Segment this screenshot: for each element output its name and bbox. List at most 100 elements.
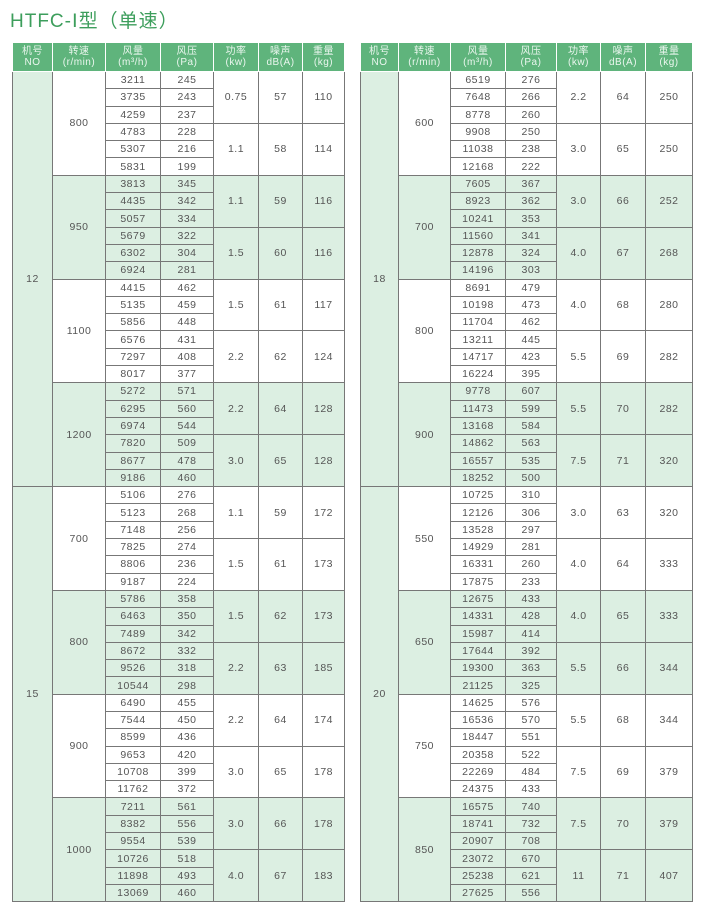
table-row: 23072 670 11 71 407: [361, 849, 693, 903]
table-row: 8599 436: [13, 728, 345, 747]
airflow-cell: 5123: [105, 503, 161, 522]
pressure-cell: 436: [160, 728, 214, 747]
power-cell: 3.0: [213, 745, 259, 799]
table-row: 800 5786 358 1.5 62 173: [13, 589, 345, 695]
speed-cell: 750: [398, 693, 451, 799]
header-weight: 重量 (kg): [645, 42, 693, 72]
airflow-cell: 5106: [105, 486, 161, 505]
pressure-cell: 544: [160, 416, 214, 436]
power-cell: 1.5: [213, 278, 259, 332]
pressure-cell: 670: [505, 849, 557, 868]
airflow-cell: 11473: [450, 399, 506, 418]
header-label-cn: 功率: [225, 46, 247, 57]
weight-cell: 320: [645, 434, 693, 488]
airflow-cell: 8599: [105, 728, 161, 747]
table-row: 13211 445 5.5 69 282: [361, 330, 693, 384]
pressure-cell: 428: [505, 607, 557, 626]
pressure-cell: 420: [160, 745, 214, 764]
power-cell: 5.5: [556, 330, 601, 384]
power-cell: 1.1: [213, 486, 259, 540]
header-label-unit: (kw): [225, 57, 247, 68]
table-row: 16536 570: [361, 710, 693, 730]
header-label-cn: 风量: [467, 46, 489, 57]
pressure-cell: 518: [160, 849, 214, 868]
speed-cell: 950: [52, 174, 106, 280]
airflow-cell: 10726: [105, 849, 161, 868]
header-label-unit: (kg): [659, 57, 679, 68]
header-noise: 噪声 dB(A): [258, 42, 303, 72]
airflow-cell: 5786: [105, 589, 161, 609]
pressure-cell: 484: [505, 762, 557, 782]
table-row: 1200 5272 571 2.2 64 128: [13, 382, 345, 488]
noise-cell: 63: [600, 486, 646, 540]
noise-cell: 57: [258, 71, 303, 124]
table-row: 700 7605 367 3.0 66 252: [361, 174, 693, 280]
pressure-cell: 332: [160, 641, 214, 661]
table-row: 11560 341 4.0 67 268: [361, 226, 693, 280]
pressure-cell: 358: [160, 589, 214, 609]
pressure-cell: 493: [160, 866, 214, 885]
table-row: 8672 332 2.2 63 185: [13, 641, 345, 695]
airflow-cell: 9908: [450, 122, 506, 142]
pressure-cell: 473: [505, 295, 557, 315]
airflow-cell: 6576: [105, 330, 161, 349]
airflow-cell: 12675: [450, 589, 506, 609]
noise-cell: 64: [258, 693, 303, 747]
table-row: 14196 303: [361, 261, 693, 280]
model-no-cell: 12: [12, 70, 53, 488]
table-row: 650 12675 433 4.0 65 333: [361, 589, 693, 695]
airflow-cell: 11038: [450, 140, 506, 159]
header-label-cn: 机号: [22, 46, 43, 57]
header-label-unit: (kg): [313, 57, 334, 68]
airflow-cell: 8923: [450, 192, 506, 211]
header-weight: 重量 (kg): [302, 42, 345, 72]
airflow-cell: 7648: [450, 88, 506, 107]
power-cell: 1.1: [213, 122, 259, 176]
pressure-cell: 599: [505, 399, 557, 418]
pressure-cell: 276: [505, 70, 557, 90]
table-row: 3735 243: [13, 88, 345, 107]
header-speed: 转速 (r/min): [52, 42, 106, 72]
table-row: 950 3813 345 1.1 59 116: [13, 174, 345, 280]
airflow-cell: 11704: [450, 313, 506, 332]
power-cell: 5.5: [556, 641, 601, 695]
noise-cell: 65: [258, 434, 303, 488]
airflow-cell: 27625: [450, 883, 506, 903]
pressure-cell: 250: [505, 122, 557, 142]
airflow-cell: 8806: [105, 555, 161, 574]
airflow-cell: 11560: [450, 226, 506, 245]
pressure-cell: 450: [160, 710, 214, 730]
power-cell: 2.2: [213, 641, 259, 695]
power-cell: 3.0: [556, 174, 601, 228]
noise-cell: 68: [600, 693, 646, 747]
pressure-cell: 460: [160, 883, 214, 903]
weight-cell: 116: [302, 226, 345, 280]
noise-cell: 65: [600, 122, 646, 176]
weight-cell: 379: [645, 745, 693, 799]
airflow-cell: 21125: [450, 676, 506, 695]
pressure-cell: 222: [505, 157, 557, 176]
airflow-cell: 7605: [450, 174, 506, 194]
airflow-cell: 16575: [450, 797, 506, 816]
pressure-cell: 342: [160, 624, 214, 643]
airflow-cell: 5307: [105, 140, 161, 159]
pressure-cell: 224: [160, 572, 214, 591]
airflow-cell: 11762: [105, 780, 161, 799]
table-row: 7544 450: [13, 710, 345, 730]
pressure-cell: 260: [505, 555, 557, 574]
table-row: 750 14625 576 5.5 68 344: [361, 693, 693, 799]
pressure-cell: 325: [505, 676, 557, 695]
airflow-cell: 15987: [450, 624, 506, 643]
airflow-cell: 10725: [450, 486, 506, 505]
airflow-cell: 9187: [105, 572, 161, 591]
table-row: 13168 584: [361, 416, 693, 436]
airflow-cell: 13168: [450, 416, 506, 436]
airflow-cell: 17644: [450, 641, 506, 661]
noise-cell: 64: [258, 382, 303, 436]
airflow-cell: 16224: [450, 365, 506, 384]
pressure-cell: 539: [160, 832, 214, 851]
weight-cell: 173: [302, 589, 345, 643]
airflow-cell: 3735: [105, 88, 161, 107]
airflow-cell: 7297: [105, 347, 161, 367]
table-row: 9653 420 3.0 65 178: [13, 745, 345, 799]
